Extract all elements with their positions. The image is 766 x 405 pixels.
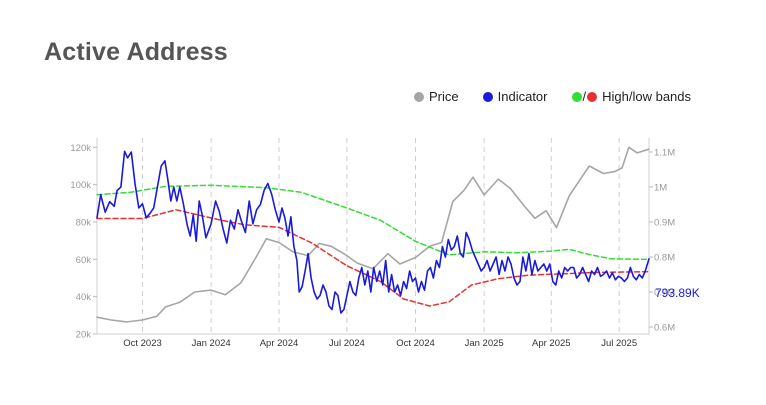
x-tick-label: Apr 2024 (260, 338, 299, 349)
legend-high-band-dot (571, 91, 582, 102)
x-tick-label: Jul 2025 (601, 338, 637, 349)
y-right-tick-label: 1M (654, 183, 667, 194)
x-tick-label: Oct 2023 (123, 338, 162, 349)
legend-bands-separator: / (582, 89, 587, 104)
last-value-label: 793.89K (655, 286, 700, 300)
legend-item-indicator[interactable]: Indicator (482, 89, 548, 104)
y-right-tick-label: 0.7M (654, 288, 675, 299)
low-band-line (96, 209, 650, 307)
x-tick-label: Oct 2024 (396, 338, 435, 349)
x-tick-label: Jul 2024 (329, 338, 365, 349)
y-right-tick-label: 0.6M (654, 323, 675, 334)
legend-bands-label: High/low bands (602, 89, 692, 104)
chart-legend: Price Indicator / High/low bands (414, 89, 691, 104)
indicator-line (96, 150, 650, 314)
y-left-tick-label: 20k (76, 330, 92, 341)
x-tick-label: Jan 2025 (465, 338, 504, 349)
y-left-tick-label: 80k (76, 218, 92, 229)
y-right-tick-label: 0.8M (654, 253, 675, 264)
legend-item-bands[interactable]: / High/low bands (571, 89, 692, 104)
price-line (96, 146, 650, 323)
y-left-tick-label: 40k (76, 292, 92, 303)
y-left-tick-label: 60k (76, 255, 92, 266)
x-tick-label: Apr 2025 (532, 338, 571, 349)
y-left-tick-label: 120k (70, 143, 91, 154)
legend-price-dot (414, 91, 424, 102)
legend-indicator-dot (482, 91, 493, 102)
legend-item-price[interactable]: Price (414, 89, 459, 104)
chart-title: Active Address (44, 38, 228, 66)
legend-indicator-label: Indicator (497, 89, 548, 104)
y-right-tick-label: 1.1M (654, 148, 675, 159)
legend-price-label: Price (429, 89, 459, 104)
x-tick-label: Jan 2024 (192, 338, 231, 349)
y-left-tick-label: 100k (70, 180, 91, 191)
high-band-line (96, 184, 650, 261)
legend-low-band-dot (587, 91, 598, 102)
y-right-tick-label: 0.9M (654, 218, 675, 229)
